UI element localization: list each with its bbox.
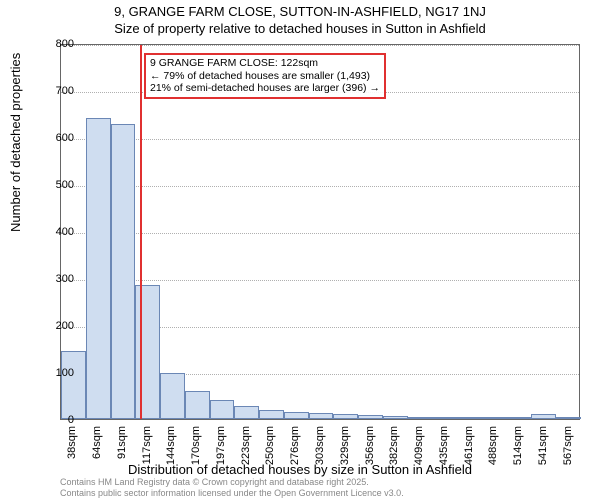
y-axis-label: Number of detached properties <box>8 53 23 232</box>
histogram-bar <box>160 373 185 419</box>
annotation-line3: 21% of semi-detached houses are larger (… <box>150 82 380 95</box>
histogram-bar <box>333 414 358 419</box>
y-tick-label: 600 <box>34 132 74 144</box>
histogram-bar <box>457 417 482 419</box>
histogram-bar <box>234 406 259 419</box>
footer-attribution: Contains HM Land Registry data © Crown c… <box>60 477 404 498</box>
plot-area: 9 GRANGE FARM CLOSE: 122sqm ← 79% of det… <box>60 44 580 420</box>
marker-line <box>140 45 142 419</box>
histogram-bar <box>358 415 383 419</box>
y-tick-label: 200 <box>34 320 74 332</box>
y-tick-label: 800 <box>34 38 74 50</box>
histogram-bar <box>284 412 309 419</box>
gridline <box>61 45 579 46</box>
histogram-bar <box>86 118 111 419</box>
histogram-bar <box>383 416 408 419</box>
histogram-bar <box>259 410 284 419</box>
annotation-line2: ← 79% of detached houses are smaller (1,… <box>150 70 380 83</box>
footer-line1: Contains HM Land Registry data © Crown c… <box>60 477 404 487</box>
y-tick-label: 500 <box>34 179 74 191</box>
annotation-box: 9 GRANGE FARM CLOSE: 122sqm ← 79% of det… <box>144 53 386 99</box>
footer-line2: Contains public sector information licen… <box>60 488 404 498</box>
gridline <box>61 139 579 140</box>
gridline <box>61 280 579 281</box>
histogram-bar <box>185 391 210 419</box>
histogram-bar <box>432 417 457 419</box>
y-tick-label: 400 <box>34 226 74 238</box>
histogram-bar <box>408 417 433 419</box>
histogram-bar <box>556 417 581 419</box>
chart-title-line2: Size of property relative to detached ho… <box>0 21 600 36</box>
histogram-bar <box>309 413 334 419</box>
y-tick-label: 0 <box>34 414 74 426</box>
chart-title-line1: 9, GRANGE FARM CLOSE, SUTTON-IN-ASHFIELD… <box>0 4 600 19</box>
histogram-bar <box>210 400 235 419</box>
histogram-bar <box>482 417 507 419</box>
annotation-line1: 9 GRANGE FARM CLOSE: 122sqm <box>150 57 380 70</box>
y-tick-label: 700 <box>34 85 74 97</box>
histogram-bar <box>61 351 86 419</box>
histogram-bar <box>111 124 136 419</box>
y-tick-label: 100 <box>34 367 74 379</box>
histogram-bar <box>135 285 160 419</box>
gridline <box>61 186 579 187</box>
gridline <box>61 233 579 234</box>
y-tick-label: 300 <box>34 273 74 285</box>
histogram-bar <box>507 417 532 419</box>
histogram-bar <box>531 414 556 419</box>
